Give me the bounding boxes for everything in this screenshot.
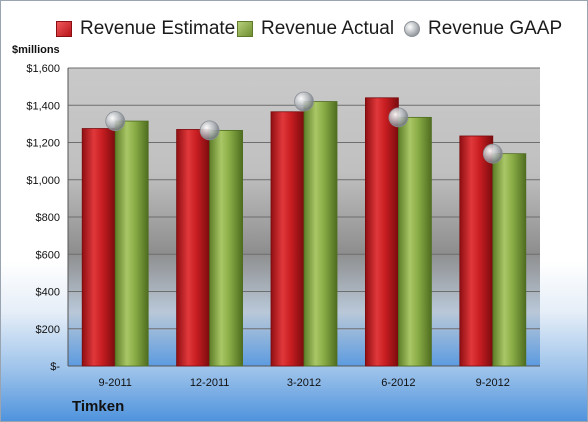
y-tick-label: $1,400 [26,100,60,112]
legend-item-actual: Revenue Actual [237,16,394,42]
y-tick-label: $1,000 [26,175,60,187]
legend-label-estimate: Revenue Estimate [80,18,236,39]
marker-revenue-gaap [388,107,409,128]
y-tick-label: $- [50,361,60,373]
x-tick-label: 12-2011 [190,377,230,389]
y-tick-label: $600 [36,249,60,261]
legend-swatch-estimate [56,21,72,37]
marker-revenue-gaap [294,91,314,112]
legend-item-estimate: Revenue Estimate [56,16,235,42]
bar-revenue-actual [303,101,338,367]
legend-swatch-actual [237,21,253,37]
bar-revenue-estimate [270,111,305,367]
y-tick-label: $400 [36,287,60,299]
marker-revenue-gaap [482,143,503,164]
bar-revenue-estimate [459,135,494,367]
bar-revenue-estimate [81,128,116,367]
legend-swatch-gaap [404,21,420,37]
legend-label-actual: Revenue Actual [261,18,395,39]
y-tick-label: $1,600 [26,63,60,75]
marker-revenue-gaap [199,120,220,141]
company-name: Timken [72,398,125,415]
x-tick-label: 9-2012 [476,377,510,389]
bar-revenue-actual [209,129,244,367]
bar-revenue-actual [114,120,149,367]
y-axis-units-label: $millions [12,44,60,56]
bar-revenue-estimate [364,97,399,367]
y-tick-label: $1,200 [26,138,60,150]
y-tick-label: $200 [36,324,60,336]
legend-item-gaap: Revenue GAAP [404,16,562,42]
bar-revenue-actual [397,116,432,367]
x-tick-label: 9-2011 [98,377,131,389]
bar-revenue-actual [492,153,527,367]
bar-revenue-estimate [176,129,211,367]
legend-label-gaap: Revenue GAAP [428,18,563,39]
y-tick-label: $800 [36,212,60,224]
x-tick-label: 6-2012 [381,377,415,389]
marker-revenue-gaap [105,111,126,131]
x-tick-label: 3-2012 [287,377,321,389]
